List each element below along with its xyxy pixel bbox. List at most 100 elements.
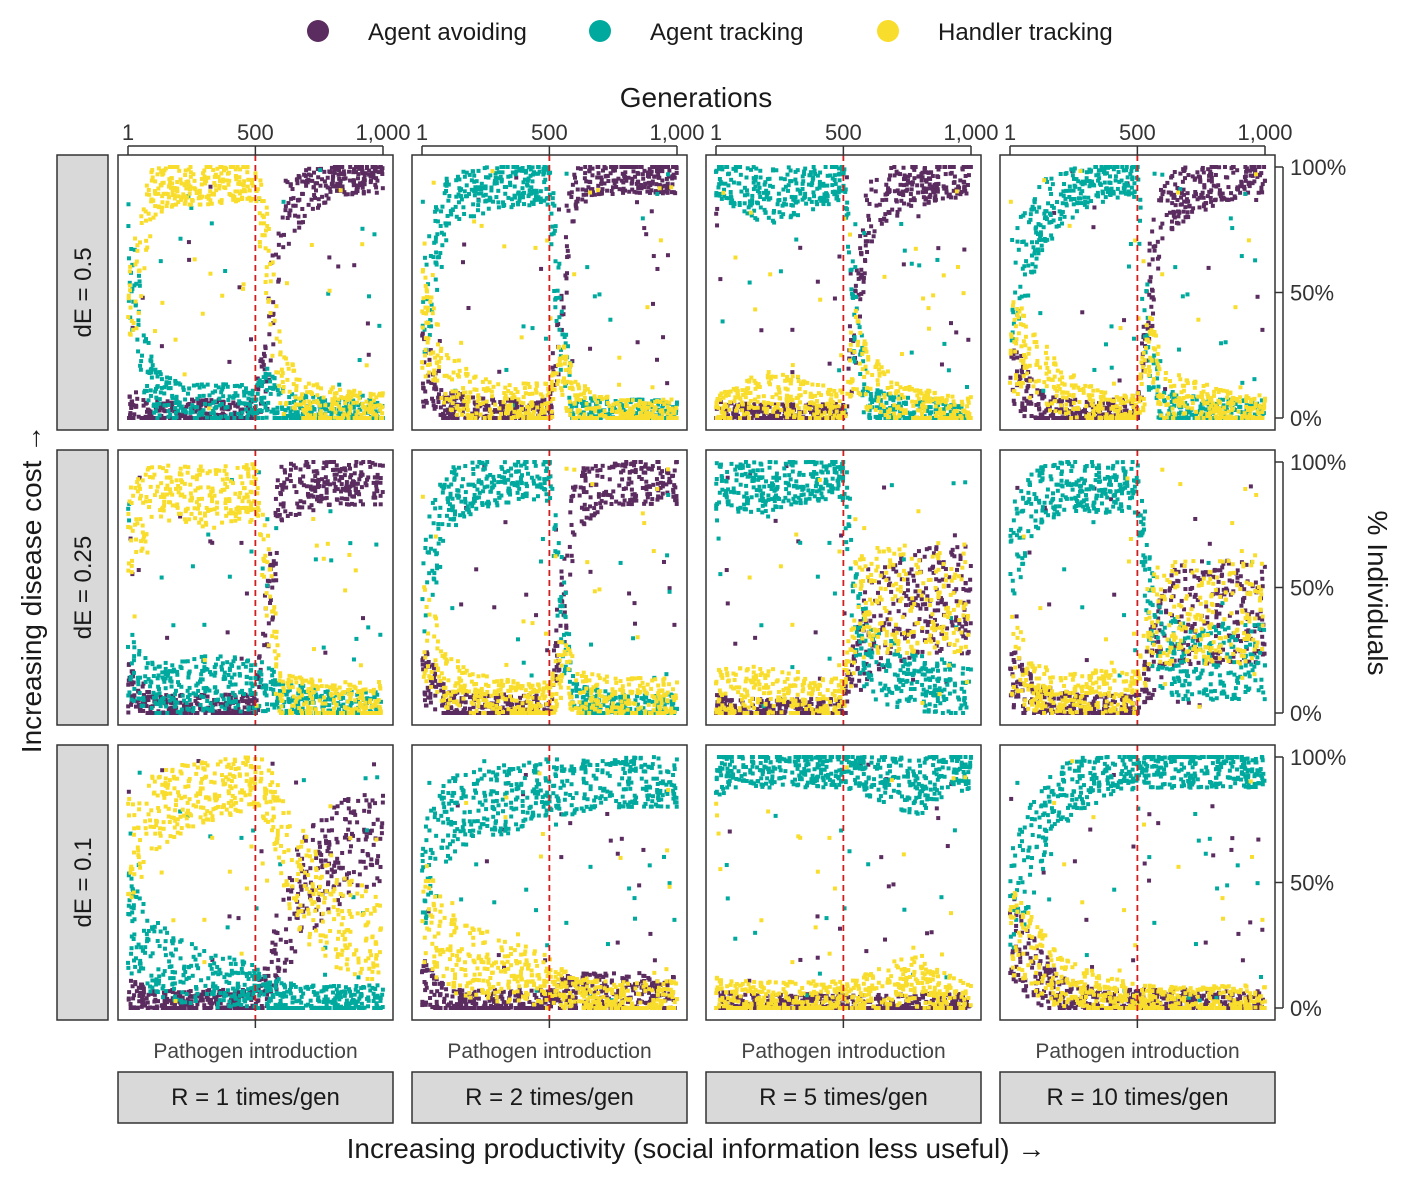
x-axis-title: Generations — [620, 82, 773, 113]
data-point — [139, 214, 144, 219]
data-point — [362, 405, 367, 410]
data-point — [293, 410, 298, 415]
data-point — [380, 391, 385, 396]
data-point — [139, 220, 144, 225]
data-point — [743, 395, 748, 400]
data-point — [786, 165, 791, 170]
data-point — [352, 416, 357, 420]
data-point — [859, 291, 864, 296]
data-point — [302, 213, 307, 218]
data-point — [214, 404, 219, 409]
data-point — [965, 413, 970, 418]
data-point — [459, 197, 464, 202]
data-point — [436, 369, 441, 374]
data-point — [937, 165, 942, 169]
data-point — [342, 190, 347, 195]
data-point — [886, 409, 891, 414]
data-point — [594, 416, 599, 420]
data-point — [790, 404, 795, 409]
data-point — [509, 406, 514, 411]
data-point — [272, 383, 277, 388]
y-tick-label: 50% — [1290, 281, 1334, 306]
data-point — [291, 405, 296, 410]
data-point — [478, 412, 483, 417]
data-point — [170, 403, 175, 408]
data-point — [497, 416, 502, 420]
data-point — [834, 392, 839, 397]
data-point — [860, 389, 865, 394]
data-point — [809, 410, 814, 415]
data-point — [291, 203, 296, 208]
data-point — [141, 333, 146, 338]
data-point — [657, 186, 662, 191]
data-point — [268, 279, 273, 284]
data-point — [465, 404, 470, 409]
data-point — [331, 407, 336, 412]
data-point — [755, 416, 760, 420]
data-point — [438, 223, 443, 228]
data-point — [598, 175, 603, 180]
data-point — [963, 174, 968, 179]
data-point — [195, 189, 200, 194]
data-point — [575, 400, 580, 405]
data-point — [456, 358, 461, 363]
data-point — [510, 170, 515, 175]
data-point — [316, 175, 321, 180]
data-point — [472, 179, 477, 184]
data-point — [619, 409, 624, 414]
data-point — [909, 386, 914, 391]
data-point — [291, 400, 296, 405]
data-point — [508, 180, 513, 185]
data-point — [430, 396, 435, 401]
data-point — [889, 394, 894, 399]
data-point — [540, 406, 545, 411]
data-point — [373, 409, 378, 414]
data-point — [223, 186, 228, 191]
data-point — [497, 369, 502, 374]
data-point — [435, 353, 440, 358]
data-point — [935, 165, 940, 169]
data-point — [331, 174, 336, 179]
data-point — [148, 393, 153, 398]
data-point — [738, 402, 743, 407]
data-point — [733, 395, 738, 400]
data-point — [638, 414, 643, 419]
data-point — [325, 185, 330, 190]
data-point — [942, 416, 947, 420]
data-point — [778, 396, 783, 401]
data-point — [550, 351, 555, 356]
data-point — [357, 390, 362, 395]
data-point — [474, 402, 479, 407]
data-point — [470, 413, 475, 418]
data-point — [861, 279, 866, 284]
data-point — [809, 183, 814, 188]
data-point — [160, 200, 165, 205]
data-point — [482, 416, 487, 420]
data-point — [307, 166, 312, 171]
data-point — [276, 370, 281, 375]
data-point — [928, 176, 933, 181]
data-point — [164, 204, 169, 209]
data-point — [327, 255, 332, 260]
data-point — [585, 265, 590, 270]
x-tick-label: 500 — [237, 120, 274, 145]
data-point — [217, 199, 222, 204]
data-point — [253, 171, 258, 176]
data-point — [320, 177, 325, 182]
data-point — [870, 372, 875, 377]
data-point — [337, 168, 342, 173]
data-point — [443, 221, 448, 226]
data-point — [822, 410, 827, 415]
data-point — [627, 165, 632, 169]
data-point — [602, 181, 607, 186]
data-point — [741, 412, 746, 417]
data-point — [580, 403, 585, 408]
data-point — [176, 403, 181, 408]
data-point — [922, 167, 927, 172]
data-point — [930, 184, 935, 189]
data-point — [768, 376, 773, 381]
data-point — [750, 198, 755, 203]
data-point — [130, 399, 135, 404]
data-point — [259, 364, 264, 369]
data-point — [176, 408, 181, 413]
